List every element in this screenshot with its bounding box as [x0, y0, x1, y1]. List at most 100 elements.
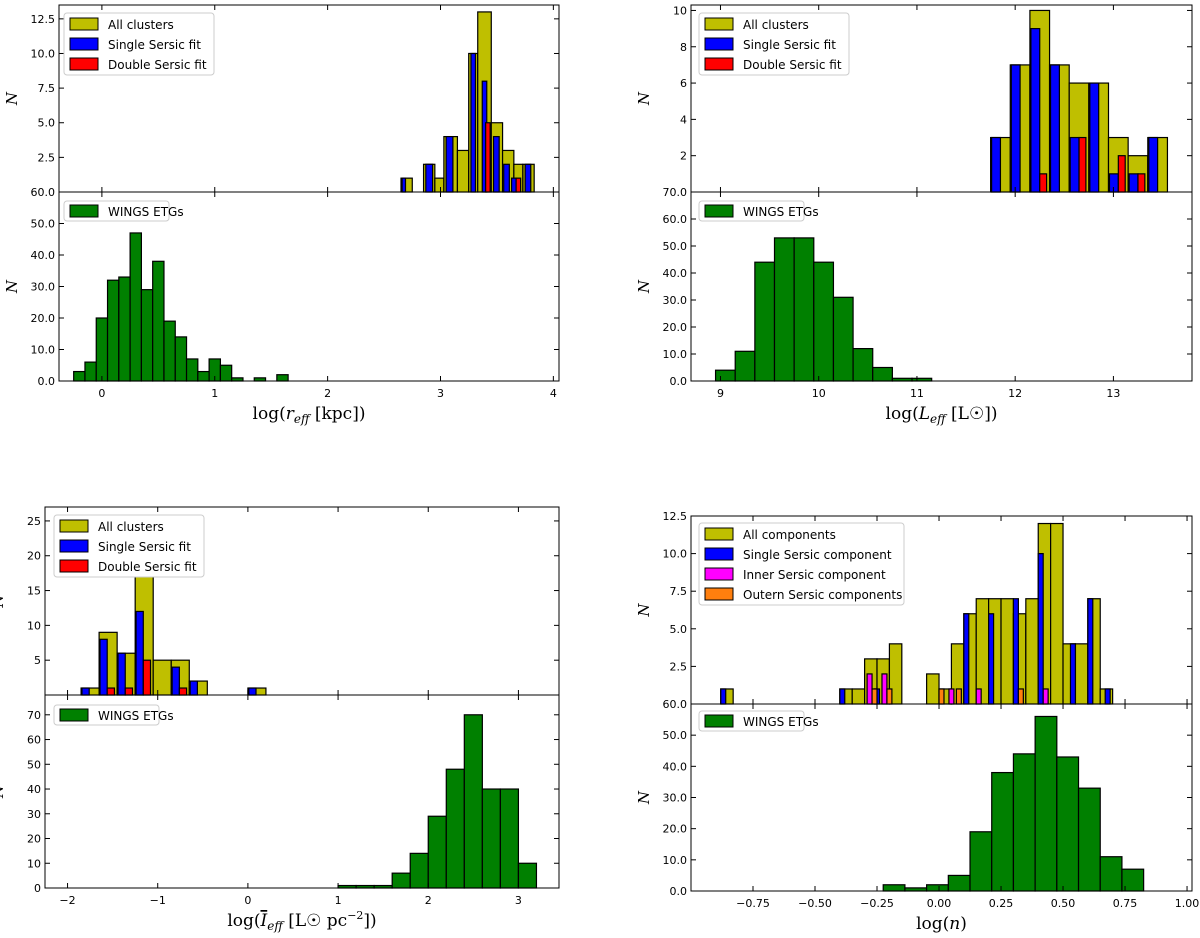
x-tick-label: −2: [59, 894, 75, 907]
top-panel-L_eff: 2 4 6 8 10 N All clusters Single Sersic fit Doub…: [635, 4, 1193, 193]
x-axis-label-part: log(: [886, 404, 919, 424]
bar-wings: [174, 336, 188, 382]
x-tick-label: 3: [515, 894, 522, 907]
y-tick-label: 30.0: [31, 281, 56, 294]
legend-label: Inner Sersic component: [743, 568, 886, 582]
bar-single: [445, 135, 454, 193]
bar-single: [401, 177, 407, 193]
bar-wings: [1056, 756, 1080, 892]
legend-label: Single Sersic fit: [98, 540, 191, 554]
y-tick-label: 10: [27, 619, 41, 632]
bar-double: [1078, 136, 1087, 193]
bar-outer: [955, 688, 962, 705]
x-axis-label-var: L: [918, 404, 930, 424]
x-tick-label: 12: [1008, 387, 1022, 400]
x-tick-label: −0.75: [736, 897, 770, 910]
y-tick-label: 30.0: [663, 792, 688, 805]
bar-single: [990, 136, 1002, 193]
bar-wings: [140, 289, 154, 382]
bar-double: [1117, 155, 1126, 193]
bar-double: [485, 122, 491, 193]
bar-wings: [445, 768, 465, 889]
bar-wings: [872, 366, 893, 382]
legend-top: All clusters Single Sersic fit Double Sers…: [63, 12, 215, 76]
legend-swatch-all: [704, 17, 734, 31]
bar-wings: [276, 374, 289, 382]
series-wings: [714, 237, 933, 382]
y-tick-label: 12.5: [31, 13, 56, 26]
bar-single: [1030, 28, 1041, 193]
bar-single: [1087, 598, 1094, 705]
bar-wings: [991, 771, 1015, 892]
y-tick-label: 40: [27, 783, 41, 796]
bar-all: [1050, 522, 1064, 705]
y-axis-label: N: [635, 279, 653, 294]
legend-label: All clusters: [108, 18, 174, 32]
bar-inner: [866, 673, 873, 705]
bar-single: [524, 163, 532, 193]
bar-single: [1069, 643, 1077, 705]
bar-single: [1010, 64, 1021, 193]
bar-single: [117, 652, 126, 696]
y-axis-label: N: [3, 91, 21, 106]
y-tick-label: 0.0: [670, 375, 688, 388]
y-tick-label: 10.0: [663, 348, 688, 361]
y-tick-label: 70: [27, 709, 41, 722]
legend-bottom: WINGS ETGs: [698, 710, 819, 732]
bar-wings: [1012, 753, 1036, 892]
bar-single: [248, 687, 257, 696]
bar-wings: [481, 788, 501, 889]
bar-single: [503, 163, 510, 193]
bar-wings: [163, 320, 176, 382]
legend-swatch-single: [704, 547, 734, 561]
bar-single: [492, 135, 500, 193]
bottom-axes-frame: [58, 191, 560, 382]
bar-wings: [773, 237, 795, 382]
bar-all: [851, 688, 866, 705]
bar-inner: [881, 673, 888, 705]
x-axis-label-part: log(: [227, 911, 260, 931]
bar-single: [1037, 552, 1044, 705]
bottom-panel-n: 0.0 10.0 20.0 30.0 40.0 50.0 60.0 −0.75 −0.50 −0.…: [635, 698, 1199, 934]
x-axis-label-unit: [kpc]): [309, 404, 365, 424]
x-tick-label: 0: [244, 894, 251, 907]
y-tick-label: 15: [27, 585, 41, 598]
bar-wings: [499, 788, 520, 889]
x-tick-label: 0.50: [1051, 897, 1076, 910]
bar-single: [1128, 173, 1139, 193]
bar-single: [189, 680, 198, 696]
y-tick-label: 60.0: [31, 186, 56, 199]
x-tick-label: 0.25: [989, 897, 1014, 910]
y-axis-label: N: [635, 790, 653, 805]
bottom-panel-r_eff: 0.0 10.0 20.0 30.0 40.0 50.0 60.0 0 1 2 3 4 Nlog(ref…: [3, 186, 560, 426]
bar-single: [1104, 688, 1111, 705]
y-tick-label: 8: [680, 41, 687, 54]
x-axis-label-var: n: [949, 914, 960, 934]
y-tick-label: 10.0: [663, 854, 688, 867]
bar-single: [470, 52, 477, 193]
bar-outer: [938, 688, 945, 705]
x-tick-label: 2: [324, 387, 331, 400]
legend-label: All clusters: [98, 520, 164, 534]
y-tick-label: 30.0: [663, 294, 688, 307]
bar-single: [1012, 598, 1019, 705]
y-axis-label: N: [3, 279, 21, 294]
bar-wings: [734, 350, 756, 382]
bar-wings: [391, 872, 411, 889]
bar-single: [99, 638, 108, 696]
bar-wings: [517, 862, 538, 889]
y-tick-label: 12.5: [663, 510, 688, 523]
bar-wings: [1099, 856, 1123, 892]
bar-single: [1148, 136, 1159, 193]
legend-bottom: WINGS ETGs: [63, 200, 184, 222]
x-axis-label-part: log(: [916, 914, 949, 934]
legend-label: WINGS ETGs: [108, 205, 184, 219]
bar-single: [510, 177, 517, 193]
bar-wings: [882, 884, 906, 892]
bar-wings: [129, 232, 142, 382]
legend-frame: [698, 522, 905, 606]
y-tick-label: 40.0: [663, 760, 688, 773]
y-tick-label: 60.0: [663, 698, 688, 711]
bar-single: [135, 610, 144, 696]
legend-swatch-wings: [704, 714, 734, 728]
